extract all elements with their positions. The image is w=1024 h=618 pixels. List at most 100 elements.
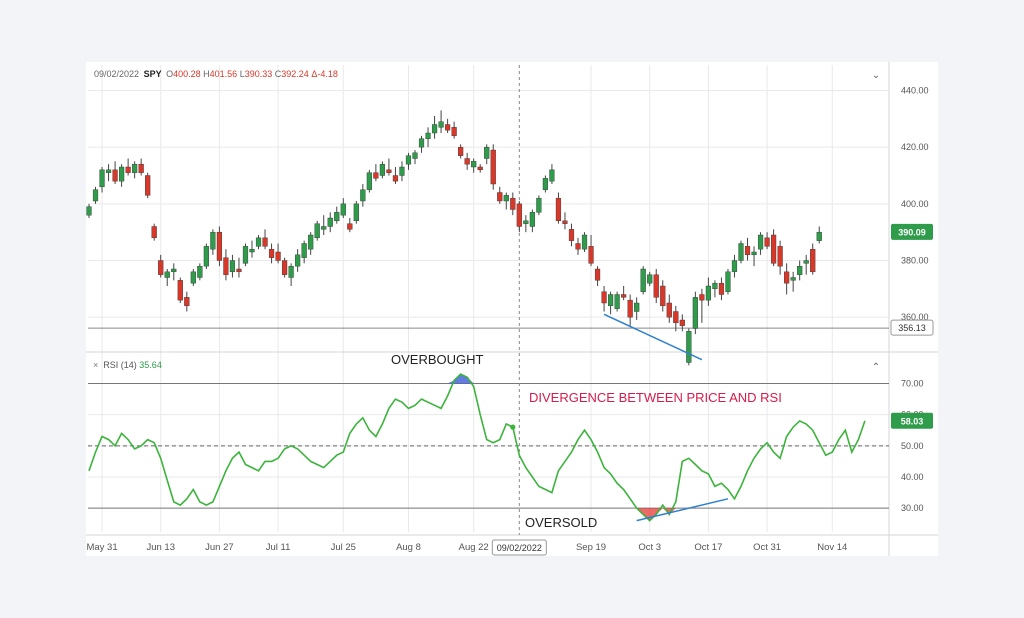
close-label: C	[274, 69, 282, 79]
x-tick-label: May 31	[86, 542, 117, 553]
rsi-crosshair-marker	[510, 424, 516, 430]
rsi-y-tick-label: 30.00	[901, 503, 924, 513]
candle-body	[327, 217, 333, 227]
price-y-tick-label: 400.00	[901, 199, 929, 209]
candle-body	[379, 163, 386, 176]
candle-body	[242, 246, 249, 264]
chart-card: 440.00420.00400.00380.00360.0070.0060.00…	[86, 62, 938, 556]
chart-canvas[interactable]: 440.00420.00400.00380.00360.0070.0060.00…	[86, 62, 938, 556]
candle-body	[588, 246, 594, 264]
divergence-annotation: DIVERGENCE BETWEEN PRICE AND RSI	[529, 390, 782, 405]
candle-body	[601, 291, 607, 304]
x-tick-label: Jun 27	[205, 542, 234, 553]
x-tick-label: Jun 13	[146, 542, 175, 553]
candle-body	[516, 203, 522, 227]
candle-body	[627, 299, 633, 318]
crosshair-price-tag	[890, 319, 934, 336]
candle-body	[568, 229, 575, 241]
candle-body	[594, 268, 601, 281]
candle-body	[145, 175, 151, 196]
candle-body	[203, 246, 209, 267]
candle-body	[634, 302, 640, 312]
candle-body	[177, 280, 183, 301]
price-y-tick-label: 440.00	[901, 86, 929, 96]
overbought-annotation: OVERBOUGHT	[391, 352, 484, 367]
candle-body	[438, 121, 444, 128]
candle-body	[497, 192, 503, 202]
candle-body	[803, 260, 809, 264]
candle-body	[503, 195, 509, 202]
candle-body	[666, 302, 672, 318]
candle-body	[451, 127, 457, 137]
collapse-rsi-pane-icon[interactable]: ⌃	[871, 362, 881, 373]
x-tick-label: Nov 14	[817, 542, 847, 553]
candle-body	[542, 178, 549, 190]
candle-body	[138, 163, 144, 173]
candle-body	[190, 271, 196, 284]
candle-body	[184, 297, 190, 307]
rsi-y-tick-label: 50.00	[901, 441, 924, 451]
candle-body	[445, 124, 451, 131]
x-tick-label: Aug 8	[396, 542, 421, 553]
candle-body	[405, 155, 412, 165]
candle-body	[725, 271, 731, 292]
candle-body	[771, 234, 777, 264]
candle-body	[614, 294, 620, 309]
price-y-tick-label: 380.00	[901, 256, 929, 266]
grid-group	[88, 65, 889, 532]
open-label: O	[166, 69, 174, 79]
rsi-y-tick-label: 40.00	[901, 472, 924, 482]
candle-body	[347, 223, 353, 230]
candle-body	[523, 220, 529, 224]
candle-body	[125, 166, 131, 173]
change-value: Δ-4.18	[311, 69, 338, 79]
rsi-divergence-line	[636, 498, 729, 522]
candle-body	[510, 197, 516, 210]
candle-body	[353, 203, 359, 222]
x-tick-label: Oct 3	[638, 542, 661, 553]
candle-body	[816, 231, 822, 241]
close-rsi-icon[interactable]: ×	[93, 360, 99, 370]
header-date: 09/02/2022	[94, 69, 140, 79]
candle-body	[471, 161, 477, 168]
last-price-label: 390.09	[898, 227, 926, 237]
candle-body	[366, 172, 372, 190]
candle-body	[373, 172, 379, 179]
candle-body	[490, 149, 496, 185]
candle-body	[784, 271, 790, 284]
low-value: 390.33	[244, 69, 273, 79]
candle-body	[536, 197, 542, 213]
header-symbol: SPY	[143, 69, 162, 79]
candle-body	[686, 331, 692, 363]
candle-body	[660, 285, 666, 307]
crosshair-date-label: 09/02/2022	[497, 543, 542, 553]
x-tick-label: Aug 22	[459, 542, 489, 553]
candle-body	[105, 169, 112, 173]
candle-body	[744, 246, 751, 256]
candle-body	[158, 260, 164, 275]
candle-body	[392, 175, 399, 182]
candles-group	[86, 110, 822, 366]
candle-body	[705, 285, 712, 301]
candle-body	[249, 248, 255, 253]
candle-body	[575, 243, 581, 250]
price-y-tick-label: 420.00	[901, 142, 929, 152]
candle-body	[282, 260, 288, 275]
candle-body	[236, 268, 242, 273]
candle-body	[458, 146, 464, 156]
candle-body	[399, 166, 405, 176]
collapse-price-pane-icon[interactable]: ⌄	[871, 70, 881, 81]
candle-body	[308, 234, 314, 250]
crosshair-date-box	[491, 539, 547, 556]
high-label: H	[203, 69, 210, 79]
candle-body	[712, 282, 718, 290]
price-y-tick-label: 360.00	[901, 312, 929, 322]
candle-body	[464, 158, 470, 165]
candle-body	[223, 257, 229, 275]
last-rsi-tag	[891, 412, 933, 429]
candle-body	[751, 251, 757, 256]
candle-body	[718, 282, 725, 295]
candle-body	[288, 265, 294, 278]
candle-body	[118, 166, 125, 182]
candle-body	[764, 237, 770, 247]
